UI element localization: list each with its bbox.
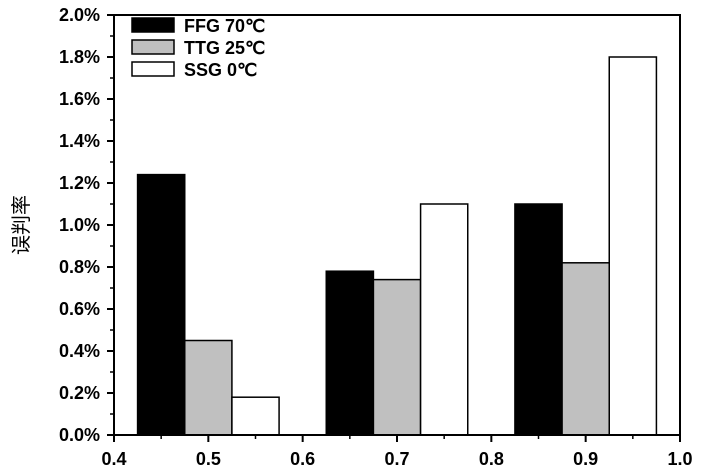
y-tick-label: 1.2% bbox=[59, 173, 100, 193]
x-tick-label: 1.0 bbox=[667, 449, 692, 469]
legend-swatch-3 bbox=[131, 61, 175, 77]
y-tick-label: 1.6% bbox=[59, 89, 100, 109]
x-tick-label: 0.6 bbox=[290, 449, 315, 469]
y-tick-label: 0.6% bbox=[59, 299, 100, 319]
legend-label-2: TTG 25℃ bbox=[184, 38, 265, 58]
x-axis: 0.4 0.5 0.6 0.7 0.8 0.9 1.0 bbox=[101, 435, 693, 469]
x-tick-label: 0.7 bbox=[384, 449, 409, 469]
bar-3-1 bbox=[231, 396, 280, 436]
bar-3-2 bbox=[419, 203, 469, 436]
legend-label-1: FFG 70℃ bbox=[184, 16, 265, 36]
y-tick-label: 2.0% bbox=[59, 5, 100, 25]
y-tick-label: 0.8% bbox=[59, 257, 100, 277]
y-axis: 0.0% 0.2% 0.4% 0.6% 0.8% 1.0% 1.2% 1.4% 1.6% 1.8%… bbox=[59, 5, 114, 445]
legend-swatch-1 bbox=[131, 17, 175, 33]
x-tick-label: 0.4 bbox=[101, 449, 126, 469]
x-tick-label: 0.5 bbox=[196, 449, 221, 469]
bars-layer bbox=[136, 56, 658, 436]
y-tick-label: 0.4% bbox=[59, 341, 100, 361]
y-tick-label: 1.4% bbox=[59, 131, 100, 151]
x-tick-label: 0.8 bbox=[479, 449, 504, 469]
y-tick-label: 1.0% bbox=[59, 215, 100, 235]
x-tick-label: 0.9 bbox=[573, 449, 598, 469]
legend-label-3: SSG 0℃ bbox=[184, 60, 257, 80]
bar-2-1 bbox=[184, 339, 233, 436]
legend-swatch-2 bbox=[131, 39, 175, 55]
y-axis-label: 误判率 bbox=[9, 195, 33, 255]
y-tick-label: 1.8% bbox=[59, 47, 100, 67]
bar-2-2 bbox=[372, 278, 422, 436]
y-tick-label: 0.0% bbox=[59, 425, 100, 445]
bar-1-1 bbox=[136, 173, 186, 436]
bar-2-3 bbox=[561, 262, 610, 436]
bar-1-2 bbox=[325, 270, 375, 436]
y-tick-label: 0.2% bbox=[59, 383, 100, 403]
bar-3-3 bbox=[608, 56, 658, 436]
bar-1-3 bbox=[514, 203, 563, 436]
